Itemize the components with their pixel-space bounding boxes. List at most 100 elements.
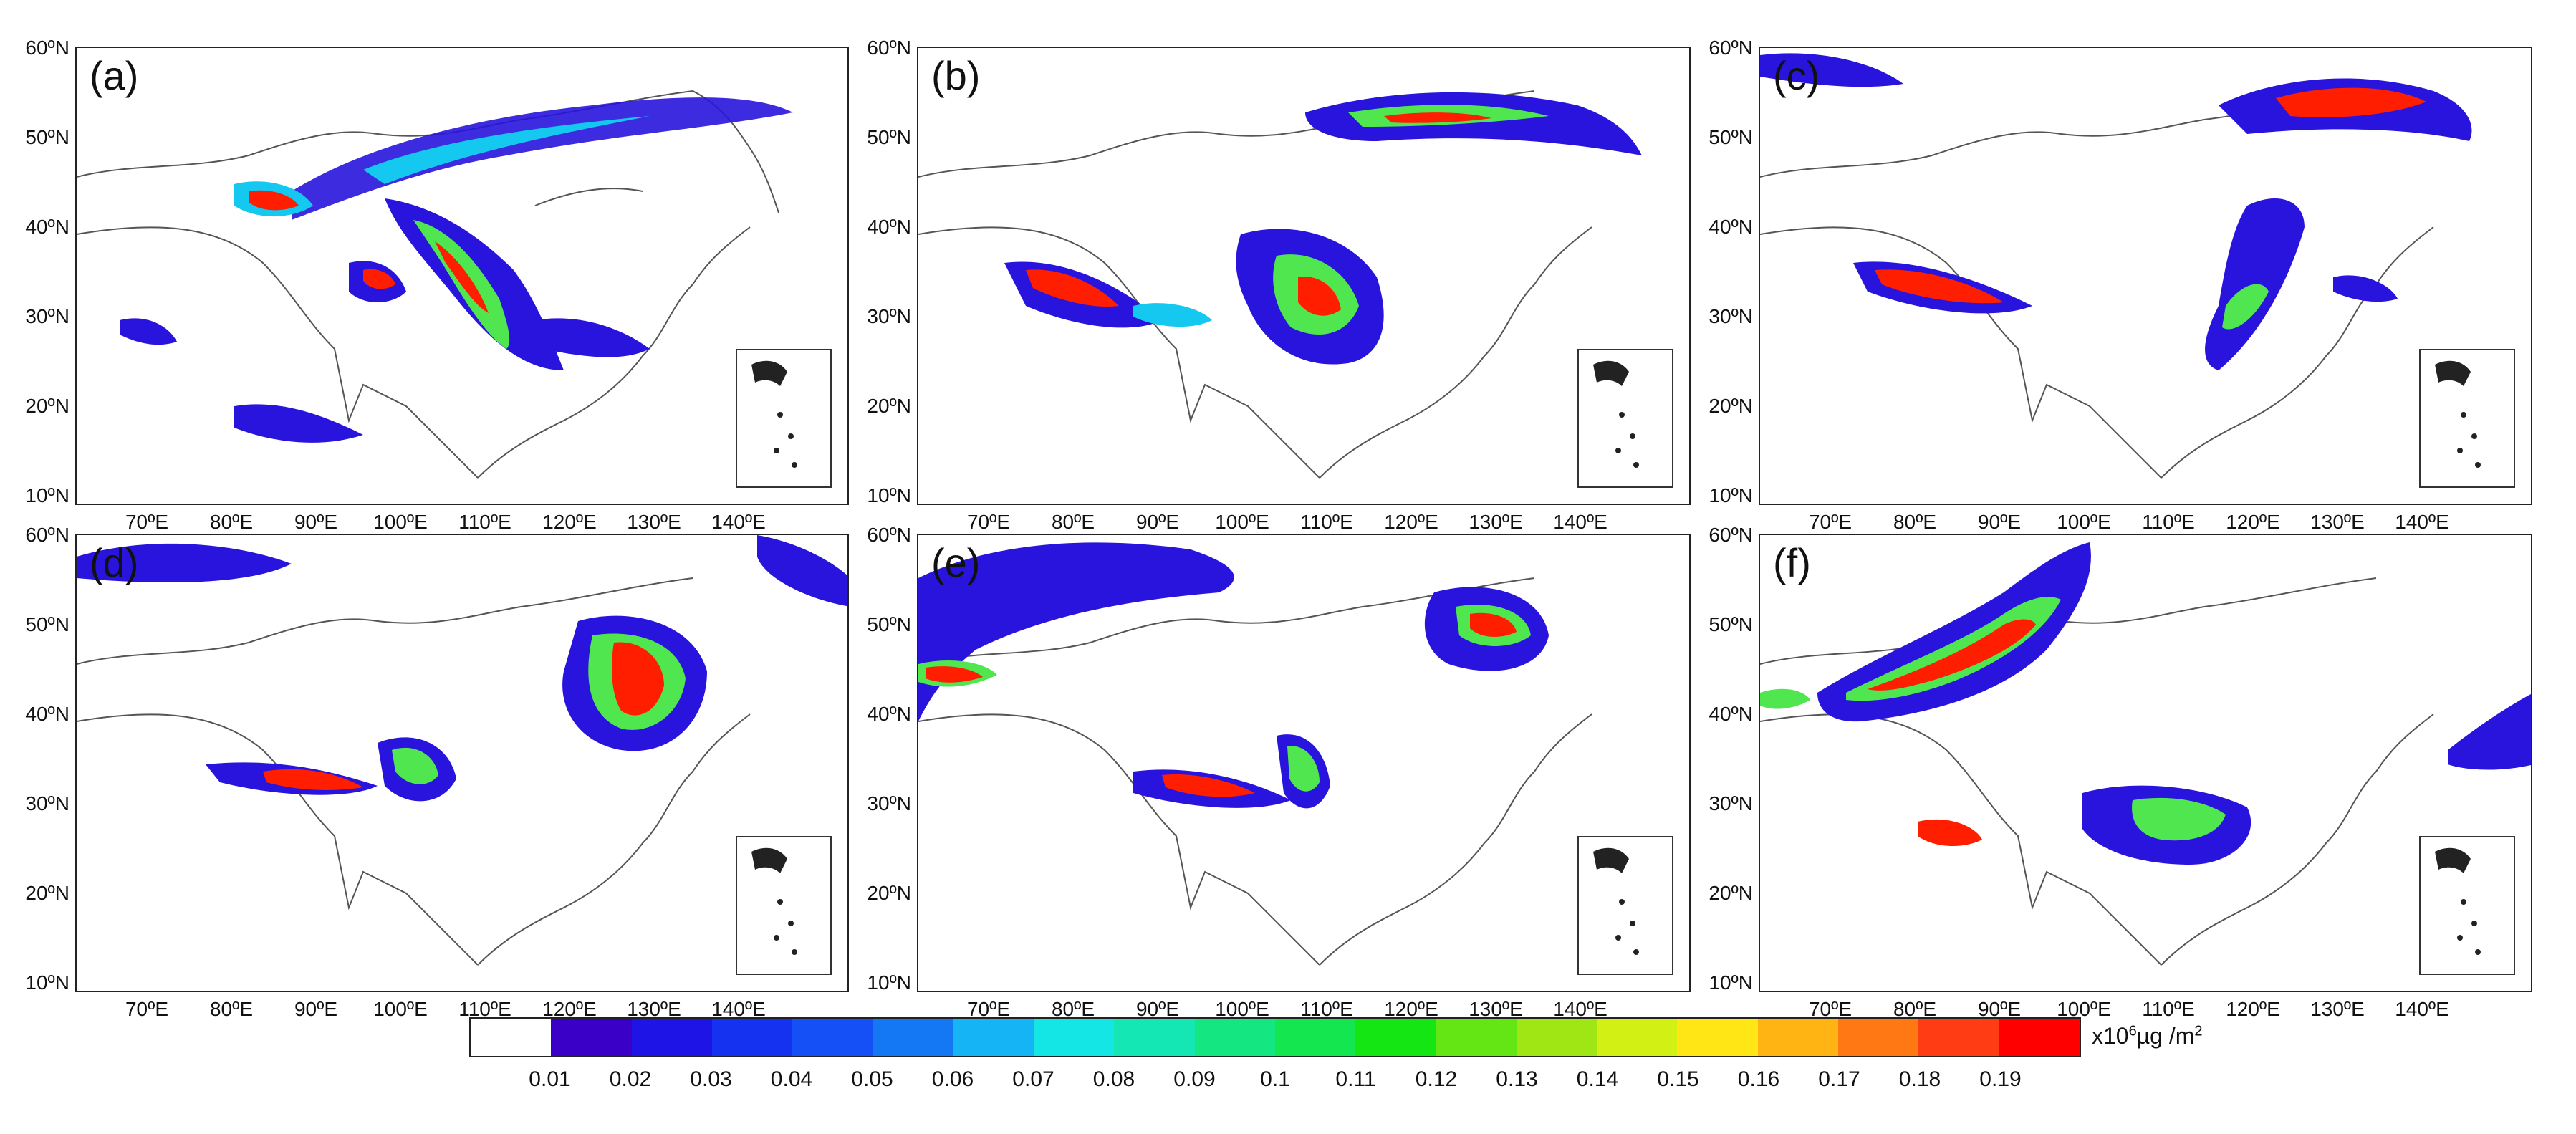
- colorbar-tick-label: 0.02: [609, 1067, 652, 1091]
- colorbar-tick-label: 0.18: [1898, 1067, 1941, 1091]
- longitude-tick-label: 100ºE: [373, 511, 428, 533]
- unit-suffix: µg /m: [2136, 1023, 2195, 1049]
- aerosol-field: [1004, 92, 1642, 365]
- colorbar-segment: [1516, 1019, 1597, 1056]
- longitude-tick-label: 100ºE: [1215, 511, 1269, 533]
- longitude-tick-label: 70ºE: [1808, 998, 1852, 1020]
- panel-label: (f): [1773, 540, 1811, 585]
- longitude-tick-label: 90ºE: [294, 511, 338, 533]
- panel-label: (d): [90, 540, 139, 585]
- colorbar-tick-label: 0.15: [1657, 1067, 1699, 1091]
- map-plot: [918, 542, 1592, 966]
- panel-b: (b): [917, 47, 1691, 505]
- colorbar-segment: [1677, 1019, 1758, 1056]
- longitude-tick-label: 110ºE: [2142, 998, 2195, 1020]
- latitude-tick-label: 10ºN: [867, 484, 911, 506]
- longitude-tick-label: 130ºE: [1469, 998, 1523, 1020]
- colorbar-tick-label: 0.14: [1576, 1067, 1619, 1091]
- latitude-tick-label: 40ºN: [1708, 703, 1753, 725]
- longitude-tick-label: 120ºE: [542, 511, 597, 533]
- latitude-tick-label: 10ºN: [1708, 971, 1753, 994]
- panel-label: (c): [1773, 53, 1820, 98]
- colorbar-tick-label: 0.17: [1818, 1067, 1860, 1091]
- latitude-tick-label: 20ºN: [1708, 882, 1753, 904]
- longitude-tick-label: 100ºE: [1215, 998, 1269, 1020]
- colorbar-tick-label: 0.08: [1092, 1067, 1135, 1091]
- longitude-tick-label: 120ºE: [1384, 998, 1438, 1020]
- colorbar-segment: [1757, 1019, 1839, 1056]
- latitude-tick-label: 20ºN: [867, 882, 911, 904]
- colorbar-segment: [1034, 1019, 1115, 1056]
- colorbar-tick-label: 0.07: [1012, 1067, 1054, 1091]
- colorbar-tick-label: 0.01: [529, 1067, 571, 1091]
- longitude-tick-label: 120ºE: [1384, 511, 1438, 533]
- longitude-tick-label: 130ºE: [2310, 511, 2365, 533]
- colorbar-segment: [1436, 1019, 1517, 1056]
- latitude-tick-label: 10ºN: [867, 971, 911, 994]
- latitude-tick-label: 50ºN: [25, 613, 69, 635]
- longitude-tick-label: 140ºE: [711, 511, 766, 533]
- panel-e: (e): [917, 534, 1691, 992]
- colorbar: [469, 1017, 2081, 1057]
- longitude-tick-label: 90ºE: [1135, 998, 1180, 1020]
- latitude-tick-label: 10ºN: [25, 971, 69, 994]
- longitude-tick-label: 80ºE: [1051, 511, 1095, 533]
- longitude-tick-label: 130ºE: [1469, 511, 1523, 533]
- longitude-tick-label: 100ºE: [373, 998, 428, 1020]
- longitude-tick-label: 140ºE: [2395, 511, 2449, 533]
- latitude-tick-label: 50ºN: [1708, 613, 1753, 635]
- panel-c: (c): [1759, 47, 2532, 505]
- colorbar-segment: [1999, 1019, 2080, 1056]
- longitude-tick-label: 100ºE: [2057, 998, 2111, 1020]
- colorbar-tick-label: 0.06: [931, 1067, 974, 1091]
- panel-label: (e): [931, 540, 981, 585]
- latitude-tick-label: 60ºN: [867, 37, 911, 59]
- longitude-tick-label: 80ºE: [1893, 511, 1937, 533]
- longitude-tick-label: 110ºE: [458, 998, 511, 1020]
- colorbar-tick-label: 0.16: [1737, 1067, 1780, 1091]
- longitude-tick-label: 90ºE: [1977, 511, 2022, 533]
- longitude-tick-label: 110ºE: [458, 511, 511, 533]
- panel-label: (b): [931, 53, 981, 98]
- latitude-tick-label: 30ºN: [25, 305, 69, 327]
- unit-exponent-2: 2: [2194, 1023, 2203, 1039]
- south-china-sea-inset: [736, 836, 832, 975]
- longitude-tick-label: 130ºE: [2310, 998, 2365, 1020]
- colorbar-segment: [1597, 1019, 1678, 1056]
- south-china-sea-inset: [2419, 349, 2515, 488]
- south-china-sea-inset: [1577, 836, 1673, 975]
- colorbar-segment: [953, 1019, 1034, 1056]
- longitude-tick-label: 90ºE: [294, 998, 338, 1020]
- latitude-tick-label: 30ºN: [25, 792, 69, 815]
- longitude-tick-label: 70ºE: [966, 511, 1011, 533]
- latitude-tick-label: 50ºN: [25, 126, 69, 148]
- colorbar-segment: [1194, 1019, 1275, 1056]
- longitude-tick-label: 140ºE: [711, 998, 766, 1020]
- longitude-tick-label: 80ºE: [209, 998, 254, 1020]
- aerosol-field: [918, 542, 1549, 809]
- latitude-tick-label: 10ºN: [1708, 484, 1753, 506]
- coastlines: [918, 577, 1592, 966]
- longitude-tick-label: 100ºE: [2057, 511, 2111, 533]
- colorbar-segment: [471, 1019, 552, 1056]
- longitude-tick-label: 70ºE: [1808, 511, 1852, 533]
- latitude-tick-label: 20ºN: [867, 395, 911, 417]
- latitude-tick-label: 50ºN: [1708, 126, 1753, 148]
- colorbar-segment: [1838, 1019, 1919, 1056]
- colorbar-segment: [631, 1019, 712, 1056]
- colorbar-tick-label: 0.12: [1415, 1067, 1458, 1091]
- south-china-sea-inset: [1577, 349, 1673, 488]
- colorbar-segment: [873, 1019, 953, 1056]
- panel-d: (d): [75, 534, 849, 992]
- map-plot: [918, 90, 1642, 479]
- colorbar-unit: x106µg /m2: [2092, 1023, 2203, 1049]
- aerosol-field: [120, 97, 793, 443]
- longitude-tick-label: 90ºE: [1135, 511, 1180, 533]
- longitude-tick-label: 140ºE: [1553, 998, 1607, 1020]
- unit-exponent: 6: [2128, 1023, 2137, 1039]
- aerosol-field: [77, 535, 847, 802]
- latitude-tick-label: 60ºN: [867, 524, 911, 546]
- colorbar-segment: [1114, 1019, 1195, 1056]
- latitude-tick-label: 40ºN: [25, 216, 69, 238]
- coastlines: [77, 577, 751, 966]
